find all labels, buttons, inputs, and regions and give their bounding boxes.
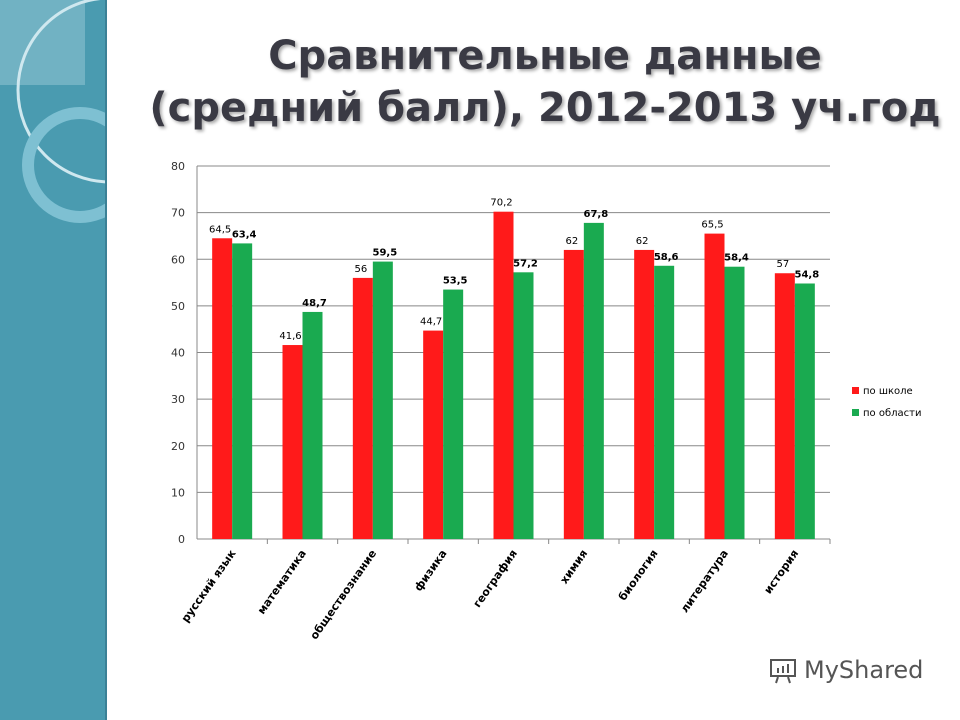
bar-school	[563, 249, 584, 540]
myshared-logo: MyShared	[768, 655, 923, 685]
bar-region	[513, 272, 534, 539]
bar-region	[443, 289, 464, 539]
data-label: 59,5	[372, 248, 397, 259]
bar-school	[423, 330, 444, 539]
data-label: 62	[565, 236, 578, 247]
x-category-label: литература	[678, 547, 731, 615]
bar-region	[724, 266, 745, 539]
data-label: 56	[354, 264, 367, 275]
data-label: 62	[636, 236, 649, 247]
y-tick-label: 20	[171, 440, 185, 453]
data-label: 54,8	[794, 269, 819, 280]
bar-school	[634, 249, 655, 540]
x-category-label: биология	[616, 547, 661, 603]
bar-school	[282, 345, 303, 539]
bar-region	[302, 311, 323, 539]
y-tick-label: 0	[178, 533, 185, 546]
y-tick-label: 70	[171, 207, 185, 220]
bar-school	[774, 273, 795, 539]
bar-region	[654, 265, 675, 539]
bar-region	[232, 243, 253, 539]
y-tick-label: 80	[171, 160, 185, 173]
title-line-2: (средний балл), 2012-2013 уч.год	[149, 85, 941, 131]
data-label: 64,5	[209, 224, 231, 235]
bar-school	[704, 233, 725, 539]
data-label: 48,7	[302, 298, 327, 309]
data-label: 53,5	[443, 276, 468, 287]
data-label: 58,6	[654, 252, 679, 263]
y-tick-label: 60	[171, 253, 185, 266]
y-tick-label: 30	[171, 393, 185, 406]
data-label: 67,8	[583, 209, 608, 220]
x-category-label: физика	[412, 547, 450, 593]
data-label: 58,4	[724, 253, 749, 264]
x-category-label: обществознание	[308, 547, 380, 642]
x-category-label: география	[471, 547, 520, 610]
legend-swatch	[852, 387, 859, 394]
bar-region	[794, 283, 815, 539]
bar-school	[493, 211, 514, 539]
x-category-label: русский язык	[179, 547, 239, 625]
decorative-sidebar	[0, 0, 107, 720]
x-category-label: математика	[255, 547, 309, 616]
y-tick-label: 10	[171, 486, 185, 499]
data-label: 65,5	[701, 220, 723, 231]
legend-label: по области	[863, 408, 921, 419]
presentation-icon	[770, 659, 796, 684]
x-category-label: химия	[558, 547, 591, 586]
legend-swatch	[852, 409, 859, 416]
data-label: 63,4	[232, 229, 257, 240]
data-label: 70,2	[490, 198, 512, 209]
bar-region	[372, 261, 393, 539]
data-label: 57,2	[513, 258, 538, 269]
bar-school	[352, 277, 373, 539]
title-line-1: Сравнительные данные	[268, 33, 822, 79]
legend-label: по школе	[863, 386, 913, 397]
bar-school	[212, 238, 233, 540]
y-tick-label: 50	[171, 300, 185, 313]
page-title: Сравнительные данные (средний балл), 201…	[130, 30, 960, 134]
data-label: 41,6	[279, 331, 301, 342]
watermark-text: MyShared	[804, 656, 924, 684]
data-label: 57	[776, 259, 789, 270]
data-label: 44,7	[420, 317, 442, 328]
bar-region	[583, 222, 604, 539]
y-tick-label: 40	[171, 347, 185, 360]
x-category-label: история	[761, 547, 801, 596]
